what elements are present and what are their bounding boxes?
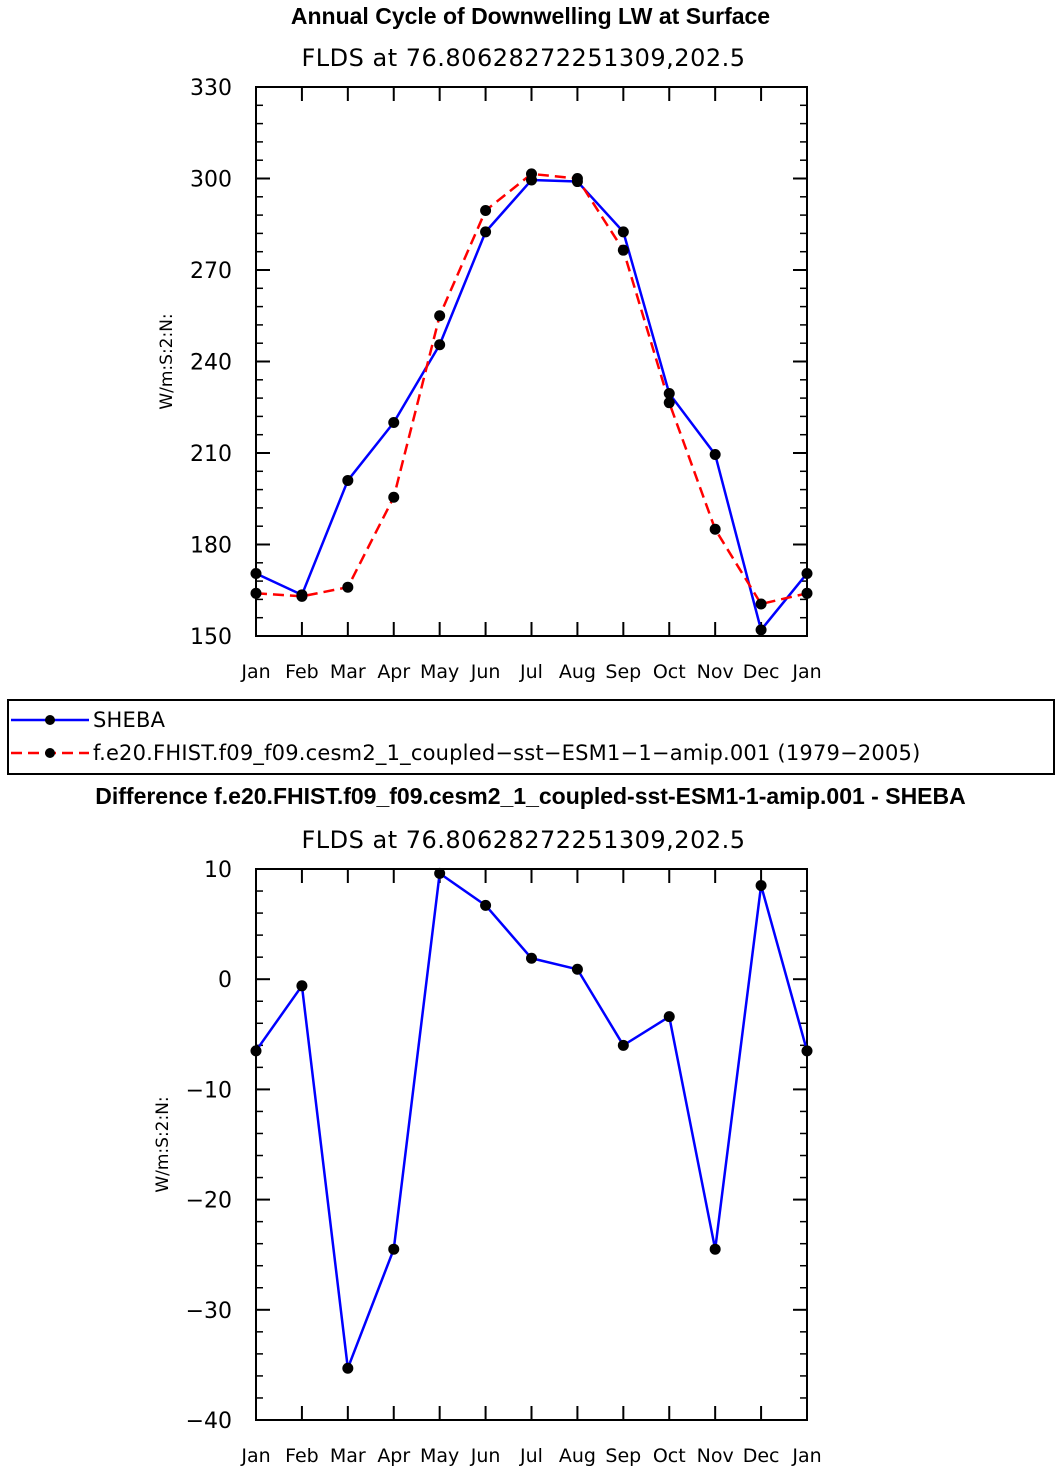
legend-label-sheba: SHEBA — [93, 708, 166, 732]
chart2-ylabel: W/m:S:2:N: — [153, 1096, 173, 1192]
data-point — [755, 624, 767, 636]
data-point — [480, 205, 492, 217]
data-point — [617, 244, 629, 256]
legend-item-model: f.e20.FHIST.f09_f09.cesm2_1_coupled−sst−… — [9, 736, 921, 770]
x-tick-label: May — [420, 1445, 459, 1467]
x-tick-label: Feb — [285, 1445, 319, 1467]
data-point — [571, 963, 583, 975]
chart1-subtitle: FLDS at 76.80628272251309,202.5 — [301, 44, 745, 72]
data-point — [663, 397, 675, 409]
chart-2: FLDS at 76.80628272251309,202.5 W/m:S:2:N… — [153, 826, 822, 1467]
legend-item-sheba: SHEBA — [9, 703, 165, 737]
y-tick-label: −20 — [186, 1189, 232, 1214]
chart2-title: Difference f.e20.FHIST.f09_f09.cesm2_1_c… — [95, 783, 966, 809]
x-tick-label: Nov — [697, 661, 734, 683]
data-point — [755, 598, 767, 610]
data-point — [434, 310, 446, 322]
chart2-frame — [255, 868, 808, 1421]
x-tick-label: Jan — [791, 661, 821, 683]
data-point — [801, 587, 813, 599]
x-tick-label: Dec — [743, 1445, 780, 1467]
x-tick-label: Mar — [330, 661, 366, 683]
x-tick-label: Aug — [559, 661, 596, 683]
y-tick-label: 330 — [190, 76, 232, 101]
x-tick-label: Apr — [377, 1445, 410, 1467]
x-tick-label: Nov — [697, 1445, 734, 1467]
x-tick-label: Oct — [653, 1445, 686, 1467]
data-point — [250, 1045, 262, 1057]
data-point — [250, 567, 262, 579]
x-tick-label: May — [420, 661, 459, 683]
data-point — [663, 388, 675, 400]
data-point — [617, 226, 629, 238]
y-tick-label: 210 — [190, 442, 232, 467]
y-tick-label: 150 — [190, 625, 232, 650]
y-tick-label: 180 — [190, 534, 232, 559]
x-tick-label: Jan — [791, 1445, 821, 1467]
data-point — [434, 867, 446, 879]
y-tick-label: 300 — [190, 168, 232, 193]
data-point — [388, 1243, 400, 1255]
y-tick-label: −40 — [186, 1409, 232, 1434]
data-point — [342, 474, 354, 486]
data-point — [801, 567, 813, 579]
data-point — [388, 491, 400, 503]
x-tick-label: Jun — [470, 1445, 501, 1467]
data-point — [434, 339, 446, 351]
chart2-subtitle: FLDS at 76.80628272251309,202.5 — [301, 826, 745, 854]
chart1-title: Annual Cycle of Downwelling LW at Surfac… — [290, 3, 771, 29]
data-point — [296, 980, 308, 992]
data-point — [801, 1045, 813, 1057]
legend-label-model: f.e20.FHIST.f09_f09.cesm2_1_coupled−sst−… — [93, 741, 921, 765]
x-tick-label: Sep — [605, 661, 641, 683]
data-point — [571, 173, 583, 184]
data-point — [480, 226, 492, 238]
data-point — [342, 581, 354, 593]
chart1-ylabel: W/m:S:2:N: — [157, 313, 177, 409]
chart-1: FLDS at 76.80628272251309,202.5 W/m:S:2:N… — [157, 44, 822, 683]
y-tick-label: 0 — [218, 968, 232, 993]
data-point — [663, 1011, 675, 1023]
series-line-1-2 — [255, 172, 808, 606]
data-point — [709, 449, 721, 461]
data-point — [480, 899, 492, 911]
x-tick-label: Sep — [605, 1445, 641, 1467]
series-line-1-1 — [255, 178, 808, 632]
data-point — [342, 1362, 354, 1374]
data-point — [526, 168, 537, 180]
x-tick-label: Apr — [377, 661, 410, 683]
data-point — [709, 523, 721, 535]
legend-swatch-model — [11, 748, 89, 758]
y-tick-label: −30 — [186, 1299, 232, 1324]
data-point — [526, 952, 537, 964]
data-point — [617, 1039, 629, 1051]
legend: SHEBA f.e20.FHIST.f09_f09.cesm2_1_couple… — [7, 699, 1055, 775]
y-tick-label: −10 — [186, 1078, 232, 1103]
y-tick-label: 240 — [190, 351, 232, 376]
data-point — [755, 880, 767, 892]
data-point — [709, 1243, 721, 1255]
series-line-2-1 — [254, 872, 809, 1370]
x-tick-label: Feb — [285, 661, 319, 683]
data-point — [250, 587, 262, 599]
x-tick-label: Jul — [519, 1445, 543, 1467]
x-tick-label: Oct — [653, 661, 686, 683]
x-tick-label: Jan — [240, 1445, 270, 1467]
x-tick-label: Aug — [559, 1445, 596, 1467]
x-tick-label: Dec — [743, 661, 780, 683]
y-tick-label: 10 — [204, 858, 232, 883]
y-tick-label: 270 — [190, 259, 232, 284]
x-tick-label: Jul — [519, 661, 543, 683]
legend-swatch-sheba — [11, 715, 89, 725]
x-tick-label: Jun — [470, 661, 501, 683]
x-tick-label: Jan — [240, 661, 270, 683]
data-point — [296, 590, 308, 602]
data-point — [388, 417, 400, 428]
x-tick-label: Mar — [330, 1445, 366, 1467]
